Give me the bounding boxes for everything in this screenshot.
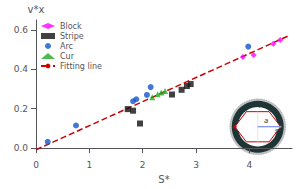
svg-text:2: 2 — [140, 160, 146, 170]
svg-text:0.0: 0.0 — [14, 143, 29, 153]
svg-text:r: r — [258, 102, 262, 110]
svg-text:0.6: 0.6 — [14, 25, 29, 35]
svg-text:3: 3 — [193, 160, 199, 170]
svg-text:4: 4 — [246, 160, 252, 170]
svg-text:0: 0 — [33, 160, 39, 170]
svg-text:s: s — [275, 127, 279, 135]
svg-text:Arc: Arc — [60, 42, 73, 51]
svg-text:1: 1 — [86, 160, 92, 170]
svg-text:Cur: Cur — [60, 52, 75, 61]
svg-text:v*x: v*x — [28, 4, 45, 15]
svg-text:Block: Block — [60, 22, 82, 31]
svg-text:S*: S* — [158, 174, 169, 185]
svg-text:Stripe: Stripe — [60, 32, 84, 41]
svg-text:a: a — [264, 117, 268, 125]
svg-text:Fitting line: Fitting line — [60, 62, 102, 71]
svg-text:0.2: 0.2 — [14, 104, 28, 114]
svg-text:0.4: 0.4 — [14, 64, 29, 74]
